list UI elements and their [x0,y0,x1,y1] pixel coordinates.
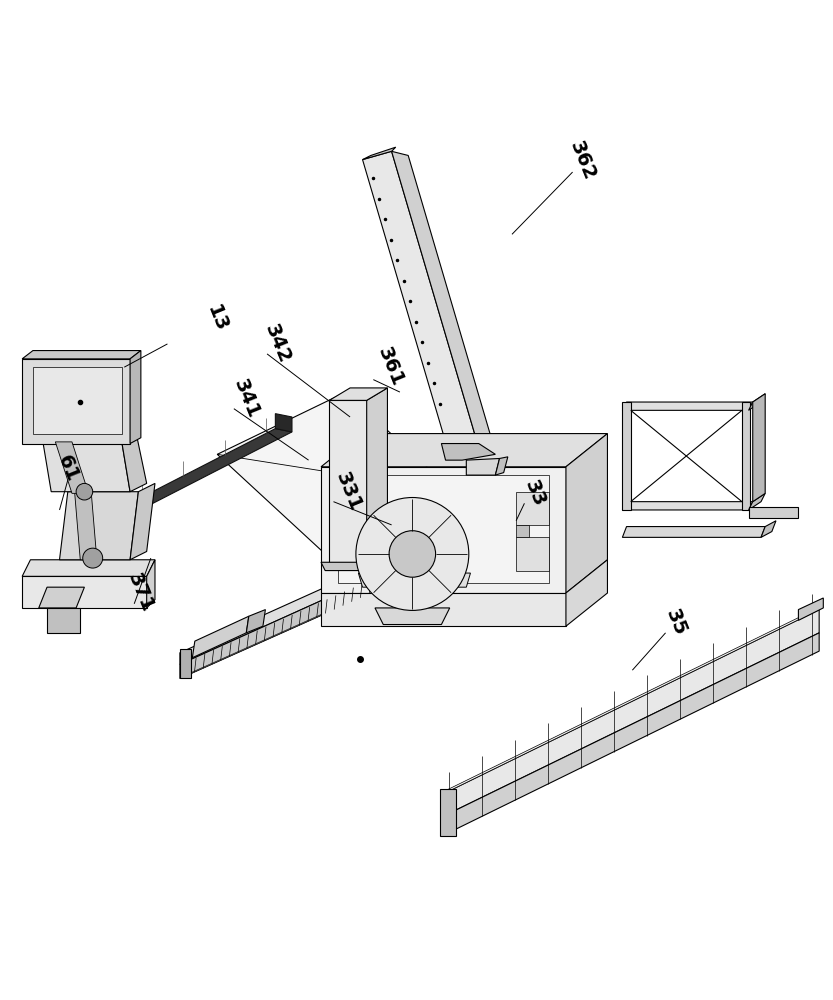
Polygon shape [39,587,84,608]
Text: 33: 33 [521,477,548,509]
Polygon shape [321,562,396,571]
Polygon shape [496,457,508,475]
Polygon shape [130,351,141,444]
Polygon shape [180,576,375,678]
Text: 61: 61 [54,452,82,485]
Polygon shape [516,492,549,525]
Polygon shape [74,490,97,560]
Polygon shape [192,616,249,658]
Text: 13: 13 [203,303,231,335]
Polygon shape [337,475,549,583]
Text: 35: 35 [661,607,690,639]
Polygon shape [217,392,454,554]
Polygon shape [798,598,823,620]
Polygon shape [761,521,776,537]
Polygon shape [33,367,122,434]
Polygon shape [742,402,751,510]
Circle shape [76,483,92,500]
Polygon shape [91,502,101,529]
Polygon shape [321,593,566,626]
Text: 371: 371 [124,571,157,615]
Circle shape [389,531,436,577]
Text: 342: 342 [262,321,294,366]
Polygon shape [622,402,753,410]
Polygon shape [22,359,130,444]
Polygon shape [622,502,753,510]
Polygon shape [55,442,88,493]
Polygon shape [321,467,566,593]
Circle shape [82,548,102,568]
Text: 361: 361 [373,345,407,390]
Polygon shape [247,610,266,633]
Polygon shape [367,388,387,566]
Polygon shape [362,147,396,160]
Polygon shape [91,429,292,527]
Polygon shape [362,151,475,442]
Polygon shape [329,388,387,400]
Polygon shape [22,351,141,359]
Polygon shape [566,434,607,593]
Polygon shape [180,649,191,678]
Polygon shape [622,402,631,510]
Polygon shape [47,608,80,633]
Polygon shape [180,565,375,664]
Polygon shape [441,610,819,817]
Polygon shape [358,573,471,587]
Polygon shape [122,432,147,492]
Polygon shape [440,789,456,836]
Circle shape [356,498,469,610]
Polygon shape [516,525,529,537]
Polygon shape [22,576,147,608]
Polygon shape [566,560,607,626]
Polygon shape [516,537,549,571]
Polygon shape [749,394,766,410]
Polygon shape [441,444,496,460]
Polygon shape [392,151,491,438]
Polygon shape [466,458,500,475]
Polygon shape [441,606,821,795]
Polygon shape [59,492,138,560]
Polygon shape [441,633,819,836]
Polygon shape [276,414,292,432]
Polygon shape [147,560,155,608]
Polygon shape [749,493,766,510]
Text: 331: 331 [332,469,365,514]
Polygon shape [753,394,766,502]
Polygon shape [22,560,155,576]
Polygon shape [180,590,377,678]
Text: 341: 341 [230,376,262,421]
Polygon shape [375,608,450,625]
Polygon shape [622,527,766,537]
Polygon shape [749,507,798,518]
Polygon shape [91,508,107,527]
Text: 362: 362 [566,139,599,184]
Polygon shape [321,434,607,467]
Polygon shape [43,442,130,492]
Polygon shape [130,483,155,560]
Polygon shape [329,400,367,566]
